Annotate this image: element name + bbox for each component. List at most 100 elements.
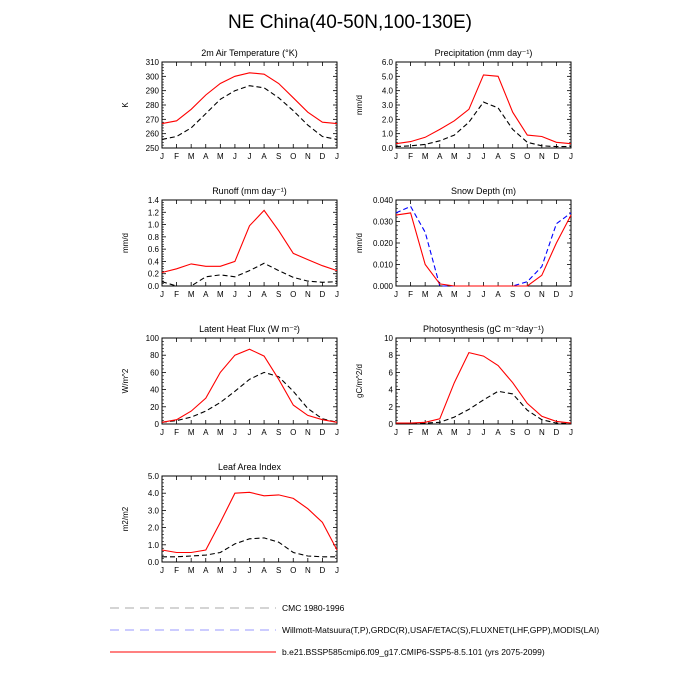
legend-entry: CMC 1980-1996 xyxy=(282,603,345,613)
x-tick-label: J xyxy=(248,566,252,575)
x-tick-label: A xyxy=(261,290,267,299)
y-axis-label: mm/d xyxy=(355,233,364,253)
series-line-model xyxy=(161,491,338,554)
y-tick-label: 270 xyxy=(146,115,160,124)
x-tick-label: A xyxy=(261,566,267,575)
y-tick-label: 0.8 xyxy=(148,233,160,242)
y-tick-label: 5.0 xyxy=(148,472,160,481)
x-tick-label: F xyxy=(174,152,179,161)
y-tick-label: 3.0 xyxy=(382,101,394,110)
y-tick-label: 2.0 xyxy=(148,524,160,533)
y-tick-label: 60 xyxy=(150,368,159,377)
x-tick-label: J xyxy=(467,152,471,161)
y-tick-label: 0.010 xyxy=(373,261,394,270)
y-tick-label: 0.0 xyxy=(148,282,160,291)
series-line-obs xyxy=(395,205,572,287)
series-line-model xyxy=(396,351,572,424)
x-tick-label: J xyxy=(394,290,398,299)
x-tick-label: J xyxy=(467,290,471,299)
x-tick-label: D xyxy=(320,152,326,161)
x-tick-label: J xyxy=(467,428,471,437)
plot-frame xyxy=(395,337,572,425)
x-tick-label: F xyxy=(174,290,179,299)
legend-entry: Willmott-Matsuura(T,P),GRDC(R),USAF/ETAC… xyxy=(282,625,599,635)
x-tick-label: S xyxy=(510,152,515,161)
y-tick-label: 2 xyxy=(389,403,394,412)
series-line-cmc xyxy=(162,537,337,558)
x-tick-label: J xyxy=(335,152,339,161)
chart-panel-snow: Snow Depth (m) 0.000 0.010 0.020 0.030 0.040 J… xyxy=(355,186,573,299)
x-tick-label: M xyxy=(188,290,195,299)
chart-title: Precipitation (mm day⁻¹) xyxy=(435,48,533,58)
x-tick-label: A xyxy=(203,290,209,299)
x-tick-label: J xyxy=(248,428,252,437)
x-tick-label: S xyxy=(276,428,281,437)
y-tick-label: 80 xyxy=(150,351,159,360)
chart-title: Leaf Area Index xyxy=(218,462,282,472)
x-tick-label: N xyxy=(305,428,311,437)
y-tick-label: 0.2 xyxy=(148,270,160,279)
y-tick-label: 5.0 xyxy=(382,72,394,81)
y-tick-label: 0 xyxy=(389,420,394,429)
y-axis-label: mm/d xyxy=(355,95,364,115)
y-tick-label: 6 xyxy=(389,368,394,377)
x-tick-label: A xyxy=(437,152,443,161)
y-tick-label: 10 xyxy=(384,334,393,343)
y-tick-label: 4.0 xyxy=(382,87,394,96)
series-line-cmc xyxy=(395,390,572,425)
series-line-model xyxy=(395,212,572,287)
y-tick-label: 8 xyxy=(389,351,394,360)
x-tick-label: F xyxy=(408,428,413,437)
x-tick-label: O xyxy=(524,428,530,437)
x-tick-label: O xyxy=(524,290,530,299)
x-tick-label: N xyxy=(539,152,545,161)
x-tick-label: N xyxy=(539,428,545,437)
x-tick-label: S xyxy=(510,290,515,299)
x-tick-label: J xyxy=(482,152,486,161)
x-tick-label: D xyxy=(554,428,560,437)
legend: CMC 1980-1996 Willmott-Matsuura(T,P),GRDC… xyxy=(110,603,599,657)
y-tick-label: 0.0 xyxy=(382,144,394,153)
x-tick-label: D xyxy=(554,290,560,299)
x-tick-label: N xyxy=(305,290,311,299)
y-tick-label: 0.020 xyxy=(373,239,394,248)
x-tick-label: S xyxy=(276,566,281,575)
series-line-model xyxy=(395,74,572,145)
x-tick-label: A xyxy=(437,428,443,437)
x-tick-label: D xyxy=(320,290,326,299)
y-tick-label: 290 xyxy=(146,87,160,96)
x-tick-label: O xyxy=(290,152,296,161)
y-tick-label: 310 xyxy=(146,58,160,67)
x-tick-label: J xyxy=(233,152,237,161)
series-line-cmc xyxy=(395,101,571,148)
y-tick-label: 1.0 xyxy=(148,541,160,550)
y-tick-label: 40 xyxy=(150,386,159,395)
x-tick-label: J xyxy=(248,290,252,299)
x-tick-label: S xyxy=(510,428,515,437)
x-tick-label: A xyxy=(495,428,501,437)
x-tick-label: O xyxy=(290,566,296,575)
x-tick-label: J xyxy=(160,566,164,575)
x-tick-label: J xyxy=(482,428,486,437)
x-tick-label: J xyxy=(394,428,398,437)
x-tick-label: J xyxy=(160,290,164,299)
x-tick-label: A xyxy=(495,290,501,299)
x-tick-label: F xyxy=(174,566,179,575)
x-tick-label: J xyxy=(569,152,573,161)
x-tick-label: A xyxy=(495,152,501,161)
x-tick-label: A xyxy=(437,290,443,299)
x-tick-label: F xyxy=(408,152,413,161)
x-tick-label: A xyxy=(203,566,209,575)
plot-frame xyxy=(395,199,572,287)
y-axis-label: gC/m^2/d xyxy=(355,364,364,398)
x-tick-label: M xyxy=(188,428,195,437)
y-tick-label: 20 xyxy=(150,403,159,412)
x-tick-label: M xyxy=(188,566,195,575)
x-tick-label: M xyxy=(422,428,429,437)
x-tick-label: M xyxy=(422,152,429,161)
series-line-cmc xyxy=(161,262,338,287)
y-tick-label: 0.4 xyxy=(148,257,160,266)
